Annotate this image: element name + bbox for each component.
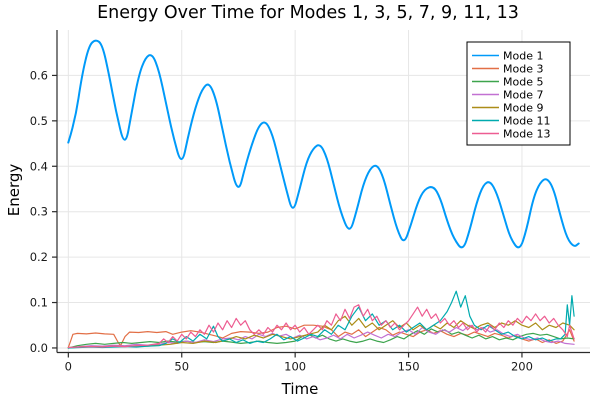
legend-item-mode-9: Mode 9 (472, 102, 543, 115)
legend-item-mode-7: Mode 7 (472, 89, 543, 102)
series-group (67, 39, 580, 349)
legend-item-mode-13: Mode 13 (472, 128, 550, 141)
legend-label: Mode 7 (503, 89, 543, 102)
legend-box (466, 41, 571, 146)
y-tick-label: 0.4 (30, 159, 48, 173)
y-tick-label: 0.0 (30, 341, 48, 355)
series-line-mode-1 (67, 39, 580, 249)
legend-label: Mode 3 (503, 63, 543, 76)
series-line-mode-3 (67, 324, 575, 349)
y-axis-label: Energy (5, 163, 23, 217)
legend-item-mode-5: Mode 5 (472, 76, 543, 89)
y-tick-label: 0.1 (30, 296, 48, 310)
series-line-mode-5 (67, 328, 575, 349)
x-tick-label: 0 (65, 360, 72, 374)
y-tick-label: 0.3 (30, 205, 48, 219)
x-tick-label: 50 (174, 360, 189, 374)
legend-label: Mode 1 (503, 50, 543, 63)
legend-item-mode-11: Mode 11 (472, 115, 550, 128)
x-axis-label: Time (281, 380, 319, 398)
chart-title: Energy Over Time for Modes 1, 3, 5, 7, 9… (97, 3, 519, 23)
tick-labels: 0 50 100 150 200 0.0 0.1 0.2 0.3 0.4 0.5 0.6 (30, 68, 533, 373)
legend-label: Mode 9 (503, 102, 543, 115)
x-tick-label: 200 (511, 360, 533, 374)
y-tick-label: 0.2 (30, 250, 48, 264)
series-line-mode-13 (67, 304, 575, 349)
series-line-mode-7 (67, 324, 575, 349)
legend-label: Mode 5 (503, 76, 543, 89)
series-line-mode-11 (67, 290, 575, 349)
legend-item-mode-1: Mode 1 (472, 50, 543, 63)
x-tick-label: 100 (284, 360, 306, 374)
legend-item-mode-3: Mode 3 (472, 63, 543, 76)
y-tick-label: 0.6 (30, 68, 48, 82)
y-tick-label: 0.5 (30, 114, 48, 128)
legend-label: Mode 11 (503, 115, 550, 128)
axes (52, 30, 590, 358)
x-tick-label: 150 (398, 360, 420, 374)
legend-label: Mode 13 (503, 128, 550, 141)
